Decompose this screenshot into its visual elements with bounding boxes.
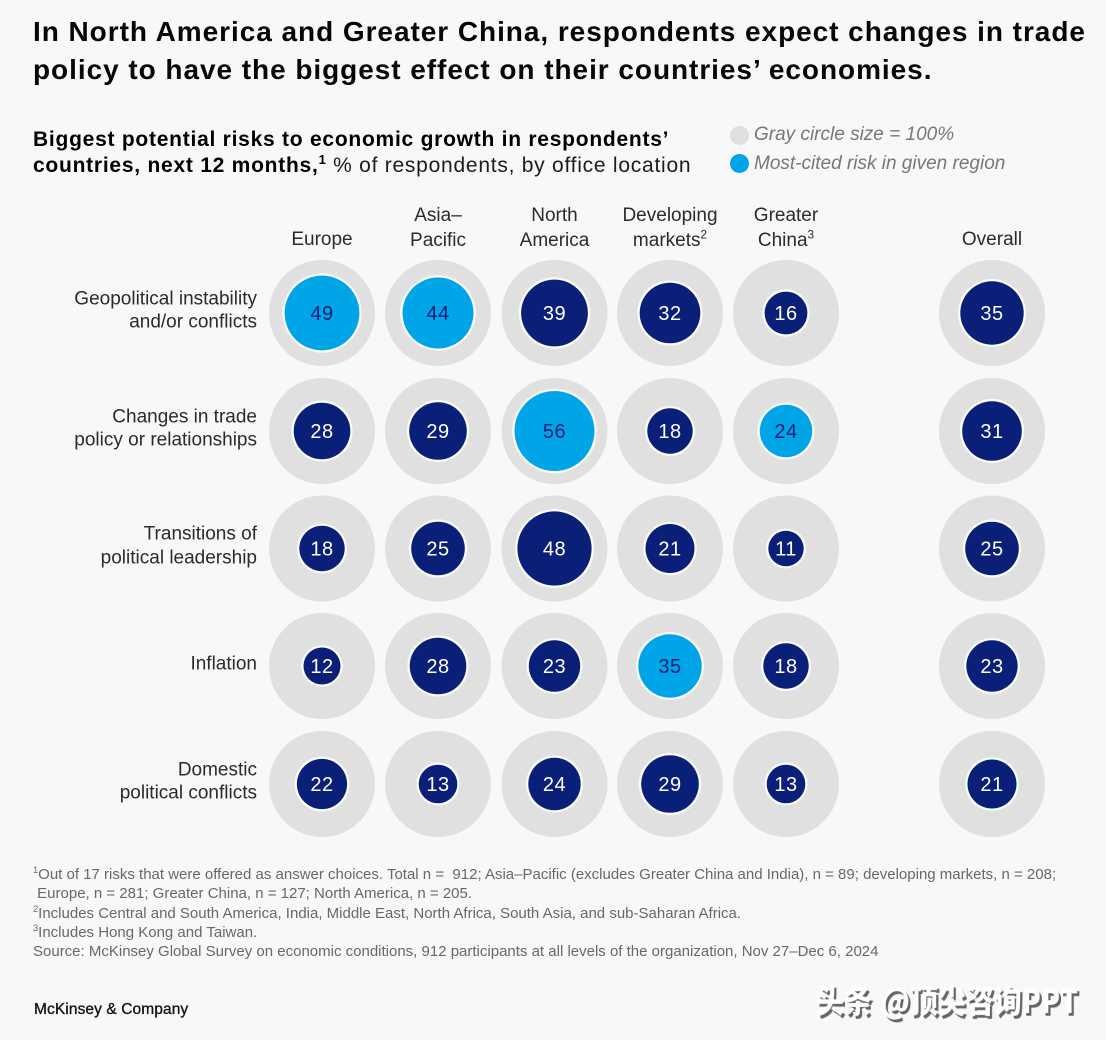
svg-text:13: 13 [426, 774, 449, 796]
svg-text:24: 24 [543, 774, 566, 796]
svg-text:24: 24 [774, 421, 797, 443]
svg-text:29: 29 [658, 774, 681, 796]
svg-text:16: 16 [774, 303, 797, 325]
svg-text:32: 32 [658, 303, 681, 325]
svg-text:18: 18 [310, 539, 333, 561]
svg-text:23: 23 [980, 656, 1003, 678]
svg-text:18: 18 [774, 656, 797, 678]
svg-text:28: 28 [310, 421, 333, 443]
svg-text:13: 13 [774, 774, 797, 796]
svg-text:11: 11 [775, 539, 797, 561]
svg-text:29: 29 [426, 421, 449, 443]
svg-text:28: 28 [426, 656, 449, 678]
svg-text:23: 23 [543, 656, 566, 678]
svg-text:35: 35 [658, 656, 681, 678]
svg-text:49: 49 [310, 303, 333, 325]
svg-text:12: 12 [310, 656, 333, 678]
svg-text:48: 48 [543, 539, 566, 561]
svg-text:22: 22 [310, 774, 333, 796]
svg-text:21: 21 [658, 539, 681, 561]
svg-text:35: 35 [980, 303, 1003, 325]
svg-text:21: 21 [980, 774, 1003, 796]
svg-text:25: 25 [426, 539, 449, 561]
svg-text:39: 39 [543, 303, 566, 325]
svg-text:44: 44 [426, 303, 449, 325]
svg-text:31: 31 [980, 421, 1003, 443]
svg-text:56: 56 [543, 421, 566, 443]
svg-text:25: 25 [980, 539, 1003, 561]
svg-text:18: 18 [658, 421, 681, 443]
